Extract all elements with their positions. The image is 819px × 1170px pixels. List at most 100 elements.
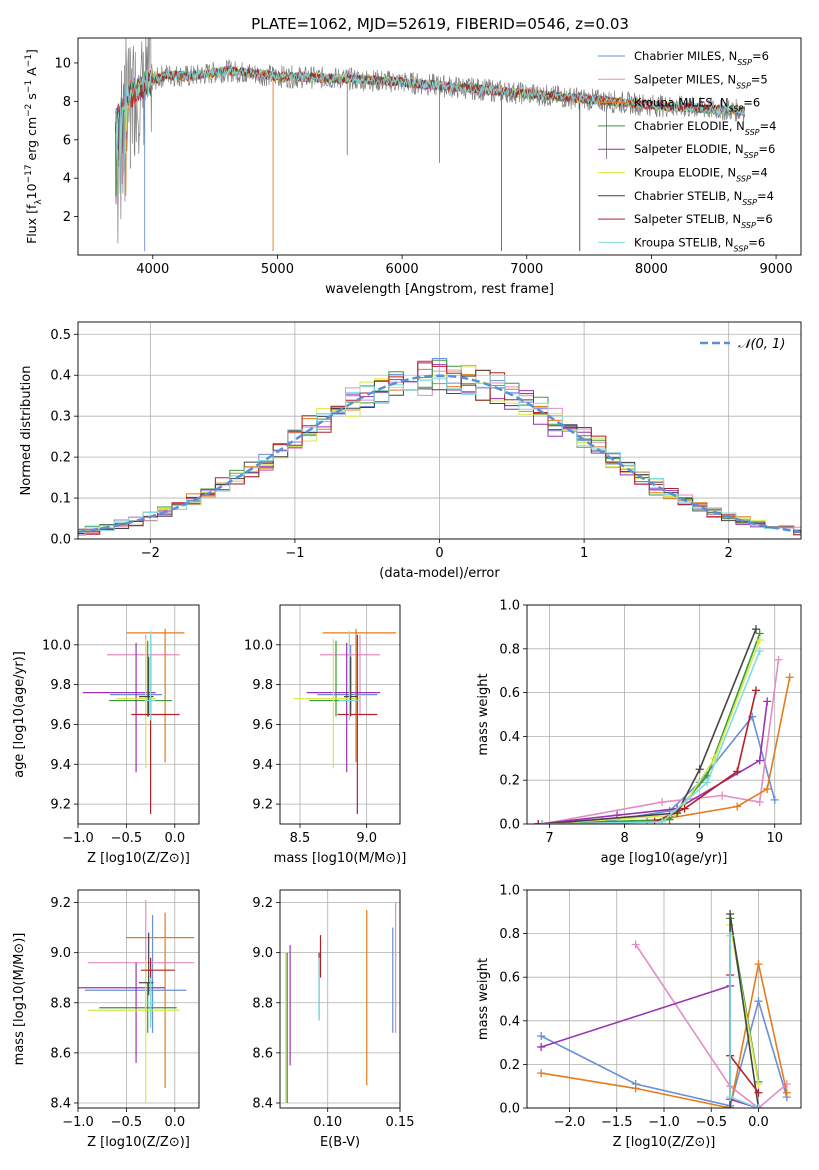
plot-area (78, 358, 801, 536)
panel-age-vs-mass: 8.5 9.0 9.2 9.4 9.6 9.8 10.0 mass [log10(M/M⊙)] (244, 604, 406, 866)
mass-weight-series-line (541, 628, 757, 824)
mass-weight-point-marker (755, 756, 764, 765)
x-tick-label: −0.5 (111, 1115, 143, 1130)
mass-weight-point-marker (751, 625, 760, 634)
y-label-part: A (24, 67, 39, 80)
y-tick-label: 0.5 (50, 328, 71, 343)
x-tick-label: 1 (580, 546, 588, 561)
mass-weight-series-line (540, 984, 759, 1108)
y-tick-label: 0.6 (499, 971, 520, 986)
y-tick-label: 8.4 (252, 1096, 273, 1111)
y-label-part: Flux [f (24, 204, 39, 244)
legend-entry-label: Chabrier MILES, NSSP=6 (634, 49, 769, 67)
mass-weight-series-line (541, 639, 761, 824)
axes-frame (77, 604, 200, 825)
plot-area (115, 38, 746, 252)
legend-label-text: Salpeter MILES, N (634, 72, 736, 86)
x-tick-label: 0.0 (748, 1115, 769, 1130)
mass-weight-point-marker (718, 791, 727, 800)
y-axis-label: Flux [fλ10−17 erg cm−2 s−1 A−1] (24, 49, 44, 244)
y-tick-label: 6 (63, 133, 71, 148)
y-tick-label: 0.8 (499, 927, 520, 942)
x-tick-label: 0.10 (313, 1115, 342, 1130)
panel-residuals: −2 −1 0 1 2 0.0 0.1 0.2 0.3 0.4 0.5 (data-model)/er… (19, 321, 802, 581)
mass-weight-point-marker (751, 686, 760, 695)
mass-weight-point-marker (726, 1104, 735, 1108)
legend-label-sub: SSP (744, 151, 759, 160)
legend-label-sub: SSP (734, 244, 749, 253)
x-axis-label: wavelength [Angstrom, rest frame] (325, 282, 554, 297)
legend-label-sub: SSP (741, 221, 756, 230)
axes-frame (526, 889, 802, 1109)
x-tick-label: −1.0 (62, 831, 94, 846)
mass-weight-point-marker (770, 795, 779, 804)
y-tick-label: 0.2 (50, 451, 71, 466)
mass-weight-point-marker (726, 931, 735, 940)
figure-title: PLATE=1062, MJD=52619, FIBERID=0546, z=0… (251, 15, 629, 33)
panel-mass-vs-z: −1.0 −0.5 0.0 8.4 8.6 8.8 9.0 9.2 Z [log10(Z/Z⊙)… (12, 889, 200, 1150)
y-axis-label: mass [log10(M/M⊙)] (12, 933, 27, 1066)
y-tick-label: 10.0 (244, 638, 273, 653)
mass-weight-point-marker (703, 778, 712, 787)
plot-area (534, 625, 794, 824)
axes-frame (77, 889, 200, 1109)
legend-label-text: Salpeter STELIB, N (634, 212, 741, 226)
axes-frame (77, 321, 802, 540)
residual-histogram-step (78, 368, 801, 534)
plot-area (78, 900, 195, 1103)
mass-weight-point-marker (754, 997, 763, 1006)
legend-label-value: =4 (757, 189, 774, 203)
x-tick-label: 8000 (635, 262, 668, 277)
mass-weight-point-marker (726, 909, 735, 918)
x-tick-label: −2.0 (554, 1115, 586, 1130)
x-tick-label: 6000 (386, 262, 419, 277)
x-tick-label: −1.0 (648, 1115, 680, 1130)
legend-entry-label: Chabrier ELODIE, NSSP=4 (634, 119, 776, 137)
mass-weight-point-marker (538, 820, 547, 824)
legend-label-value: =6 (758, 142, 775, 156)
y-label-part: erg cm (24, 117, 39, 165)
mass-weight-point-marker (755, 636, 764, 645)
mass-weight-point-marker (763, 697, 772, 706)
legend-label-value: =5 (751, 72, 768, 86)
x-tick-label: 9 (696, 831, 704, 846)
legend-label-text: Kroupa MILES, N (634, 96, 729, 110)
y-tick-label: 9.2 (50, 798, 71, 813)
y-label-part: −1 (24, 54, 34, 67)
legend-label-text: Chabrier ELODIE, N (634, 119, 745, 133)
legend-entry-label: Salpeter ELODIE, NSSP=6 (634, 142, 775, 160)
x-axis-label: (data-model)/error (379, 566, 500, 581)
x-axis-label: Z [log10(Z/Z⊙)] (87, 1135, 190, 1150)
mass-weight-point-marker (754, 1080, 763, 1089)
x-tick-label: 0.0 (164, 831, 185, 846)
mass-weight-point-marker (695, 765, 704, 774)
residual-histogram-step (78, 366, 801, 535)
mass-weight-point-marker (680, 804, 689, 813)
y-label-part: s (24, 93, 39, 104)
gaussian-legend-label: 𝒩(0, 1) (738, 337, 785, 352)
panel-weight-vs-age: 7 8 9 10 0.0 0.2 0.4 0.6 0.8 1.0 age [log10(age/yr… (476, 599, 802, 866)
x-tick-label: 0.0 (164, 1115, 185, 1130)
x-tick-label: −1.5 (601, 1115, 633, 1130)
x-tick-label: 7000 (510, 262, 543, 277)
legend-entry-label: Salpeter MILES, NSSP=5 (634, 72, 768, 90)
x-axis-label: Z [log10(Z/Z⊙)] (87, 851, 190, 866)
y-tick-label: 9.2 (252, 798, 273, 813)
x-tick-label: −0.5 (695, 1115, 727, 1130)
y-tick-label: 1.0 (499, 599, 520, 614)
y-tick-label: 8.8 (50, 996, 71, 1011)
y-label-part: 10 (24, 183, 39, 199)
legend-label-text: Chabrier MILES, N (634, 49, 737, 63)
y-axis-label: Normed distribution (19, 366, 34, 496)
x-axis-label: age [log10(age/yr)] (601, 851, 728, 866)
mass-weight-point-marker (537, 1032, 546, 1041)
residual-histogram-step (78, 360, 801, 532)
y-tick-label: 9.8 (50, 678, 71, 693)
legend-label-value: =6 (748, 235, 765, 249)
legend-entry-label: Chabrier STELIB, NSSP=4 (634, 189, 774, 207)
x-tick-label: 0.15 (386, 1115, 415, 1130)
plot-area (537, 909, 791, 1108)
y-label-part: −1 (24, 80, 34, 93)
legend-label-sub: SSP (745, 127, 760, 136)
y-tick-label: 8 (63, 95, 71, 110)
